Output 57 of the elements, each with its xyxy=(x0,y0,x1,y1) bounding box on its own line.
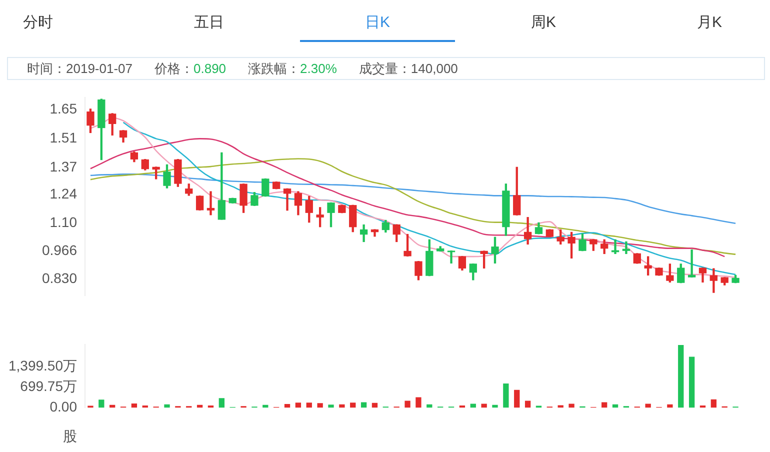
text: 月K xyxy=(696,14,722,30)
bar xyxy=(218,398,224,408)
bar xyxy=(110,404,116,408)
bar xyxy=(416,397,422,408)
text: 周K xyxy=(530,14,556,30)
bar xyxy=(372,402,378,408)
bar xyxy=(404,400,410,408)
text: 五日 xyxy=(194,14,224,30)
y-axis-title: 股 xyxy=(63,428,77,446)
line-series xyxy=(90,158,736,255)
y-tick-label: 0.00 xyxy=(50,398,78,414)
bar xyxy=(558,405,564,408)
bar xyxy=(339,404,345,408)
y-tick-label: 1.65 xyxy=(50,100,78,117)
y-tick-label: 0.830 xyxy=(42,270,78,286)
bar xyxy=(481,404,487,408)
bar xyxy=(514,390,520,408)
bar xyxy=(667,404,673,408)
candlestick xyxy=(196,196,204,210)
bar xyxy=(602,402,608,408)
text: 涨跌幅：2.30% xyxy=(248,60,337,76)
bar xyxy=(262,404,268,408)
candlestick xyxy=(633,253,641,264)
text: 成交量：140,000 xyxy=(358,60,458,76)
y-tick-label: 1.24 xyxy=(50,185,78,202)
bar xyxy=(306,402,312,408)
y-tick-label: 1,399.50万 xyxy=(8,357,77,374)
bar xyxy=(131,403,138,408)
bar xyxy=(710,399,716,408)
candlestick xyxy=(546,229,554,237)
line-series xyxy=(90,138,726,258)
bar xyxy=(164,404,170,408)
text: 分时 xyxy=(23,14,53,30)
bar xyxy=(350,402,356,408)
bar xyxy=(284,404,290,408)
bar xyxy=(360,402,367,408)
bar xyxy=(317,403,323,408)
bar xyxy=(492,404,498,408)
bar xyxy=(568,404,574,408)
bar xyxy=(688,356,695,408)
bar xyxy=(98,400,104,408)
bar xyxy=(328,404,334,408)
bar xyxy=(295,402,302,408)
bar xyxy=(645,404,651,408)
y-tick-label: 1.51 xyxy=(50,130,78,146)
bar xyxy=(503,383,509,408)
bar xyxy=(196,404,203,408)
bar xyxy=(524,400,531,408)
text: 日K xyxy=(364,14,390,30)
text: 价格：0.890 xyxy=(154,60,226,76)
y-tick-label: 699.75万 xyxy=(20,378,77,394)
y-tick-label: 1.37 xyxy=(50,158,78,174)
y-tick-label: 1.10 xyxy=(50,214,78,230)
bar xyxy=(470,404,476,408)
bar xyxy=(678,344,684,408)
text: 时间：2019-01-07 xyxy=(27,60,132,76)
y-tick-label: 0.966 xyxy=(42,242,78,258)
